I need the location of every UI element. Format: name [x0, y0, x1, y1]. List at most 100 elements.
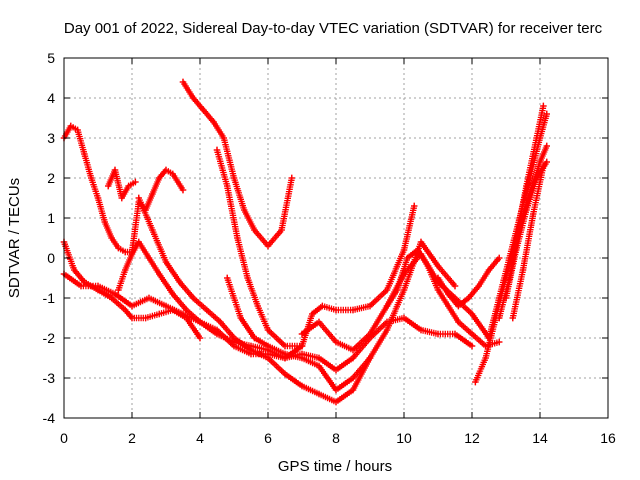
- series-line: [216, 149, 415, 347]
- data-point: [210, 118, 217, 126]
- y-tick-label: 0: [47, 250, 55, 266]
- data-point: [135, 194, 142, 202]
- data-point: [543, 158, 550, 166]
- data-point: [315, 362, 323, 370]
- data-point: [128, 314, 136, 322]
- data-point: [162, 258, 170, 266]
- data-point: [349, 386, 357, 394]
- x-axis-label: GPS time / hours: [278, 458, 392, 475]
- data-point: [349, 346, 357, 354]
- data-point: [288, 174, 295, 182]
- data-point: [281, 350, 289, 358]
- data-point: [394, 286, 401, 294]
- data-point: [77, 282, 85, 290]
- data-series-1: [60, 122, 187, 256]
- data-point: [179, 186, 187, 194]
- data-point: [169, 306, 176, 314]
- data-point: [162, 302, 170, 310]
- x-tick-label: 2: [128, 430, 136, 446]
- data-point: [149, 226, 156, 234]
- data-point: [128, 250, 136, 258]
- data-point: [383, 302, 391, 310]
- data-point: [434, 262, 442, 270]
- data-point: [156, 270, 163, 278]
- data-point: [115, 244, 122, 252]
- data-point: [383, 286, 391, 294]
- data-point: [383, 326, 391, 334]
- data-point: [332, 338, 340, 346]
- data-point: [332, 386, 340, 394]
- data-point: [519, 266, 527, 274]
- y-tick-label: 2: [47, 170, 55, 186]
- data-point: [298, 354, 306, 362]
- data-point: [468, 342, 476, 350]
- data-point: [230, 342, 238, 350]
- data-point: [264, 354, 272, 362]
- data-point: [540, 102, 547, 110]
- data-point: [220, 134, 227, 142]
- data-series-5: [115, 238, 476, 374]
- y-tick-label: 1: [47, 210, 55, 226]
- data-point: [465, 294, 472, 302]
- data-point: [132, 178, 139, 186]
- data-point: [400, 246, 408, 254]
- data-point: [543, 110, 550, 118]
- data-point: [451, 282, 459, 290]
- data-point: [513, 246, 520, 254]
- x-tick-label: 12: [464, 430, 480, 446]
- data-point: [468, 330, 476, 338]
- x-tick-label: 8: [332, 430, 340, 446]
- data-point: [400, 286, 408, 294]
- data-point: [254, 302, 261, 310]
- data-point: [485, 334, 493, 342]
- data-point: [509, 314, 516, 322]
- data-point: [88, 174, 95, 182]
- data-point: [455, 318, 462, 326]
- x-tick-label: 6: [264, 430, 272, 446]
- data-point: [264, 342, 272, 350]
- y-tick-label: 3: [47, 130, 55, 146]
- data-point: [411, 202, 418, 210]
- data-point: [81, 278, 88, 286]
- data-point: [281, 342, 289, 350]
- data-point: [251, 226, 258, 234]
- data-point: [94, 194, 102, 202]
- data-point: [237, 314, 244, 322]
- data-point: [298, 342, 306, 350]
- data-point: [162, 166, 170, 174]
- data-point: [472, 378, 479, 386]
- data-point: [213, 326, 221, 334]
- data-point: [400, 314, 408, 322]
- x-tick-label: 4: [196, 430, 204, 446]
- data-point: [404, 254, 411, 262]
- data-point: [234, 234, 241, 242]
- data-point: [485, 266, 493, 274]
- y-tick-label: -2: [43, 330, 56, 346]
- data-point: [190, 294, 197, 302]
- data-point: [278, 226, 285, 234]
- data-point: [496, 314, 503, 322]
- data-point: [122, 306, 129, 314]
- data-point: [135, 238, 142, 246]
- series-markers: [179, 78, 295, 250]
- data-point: [118, 194, 125, 202]
- data-point: [108, 234, 115, 242]
- y-tick-label: 5: [47, 50, 55, 66]
- data-point: [349, 306, 357, 314]
- data-point: [332, 306, 340, 314]
- y-tick-label: -3: [43, 370, 56, 386]
- data-point: [128, 302, 136, 310]
- data-point: [101, 218, 108, 226]
- data-point: [71, 266, 78, 274]
- data-point: [111, 166, 119, 174]
- chart-title: Day 001 of 2022, Sidereal Day-to-day VTE…: [64, 20, 603, 37]
- data-point: [169, 290, 176, 298]
- data-point: [468, 310, 476, 318]
- data-series-12: [434, 254, 503, 310]
- data-point: [445, 302, 452, 310]
- data-point: [111, 290, 119, 298]
- data-point: [264, 242, 272, 250]
- x-tick-label: 0: [60, 430, 68, 446]
- data-series-7: [179, 78, 295, 250]
- data-point: [451, 330, 459, 338]
